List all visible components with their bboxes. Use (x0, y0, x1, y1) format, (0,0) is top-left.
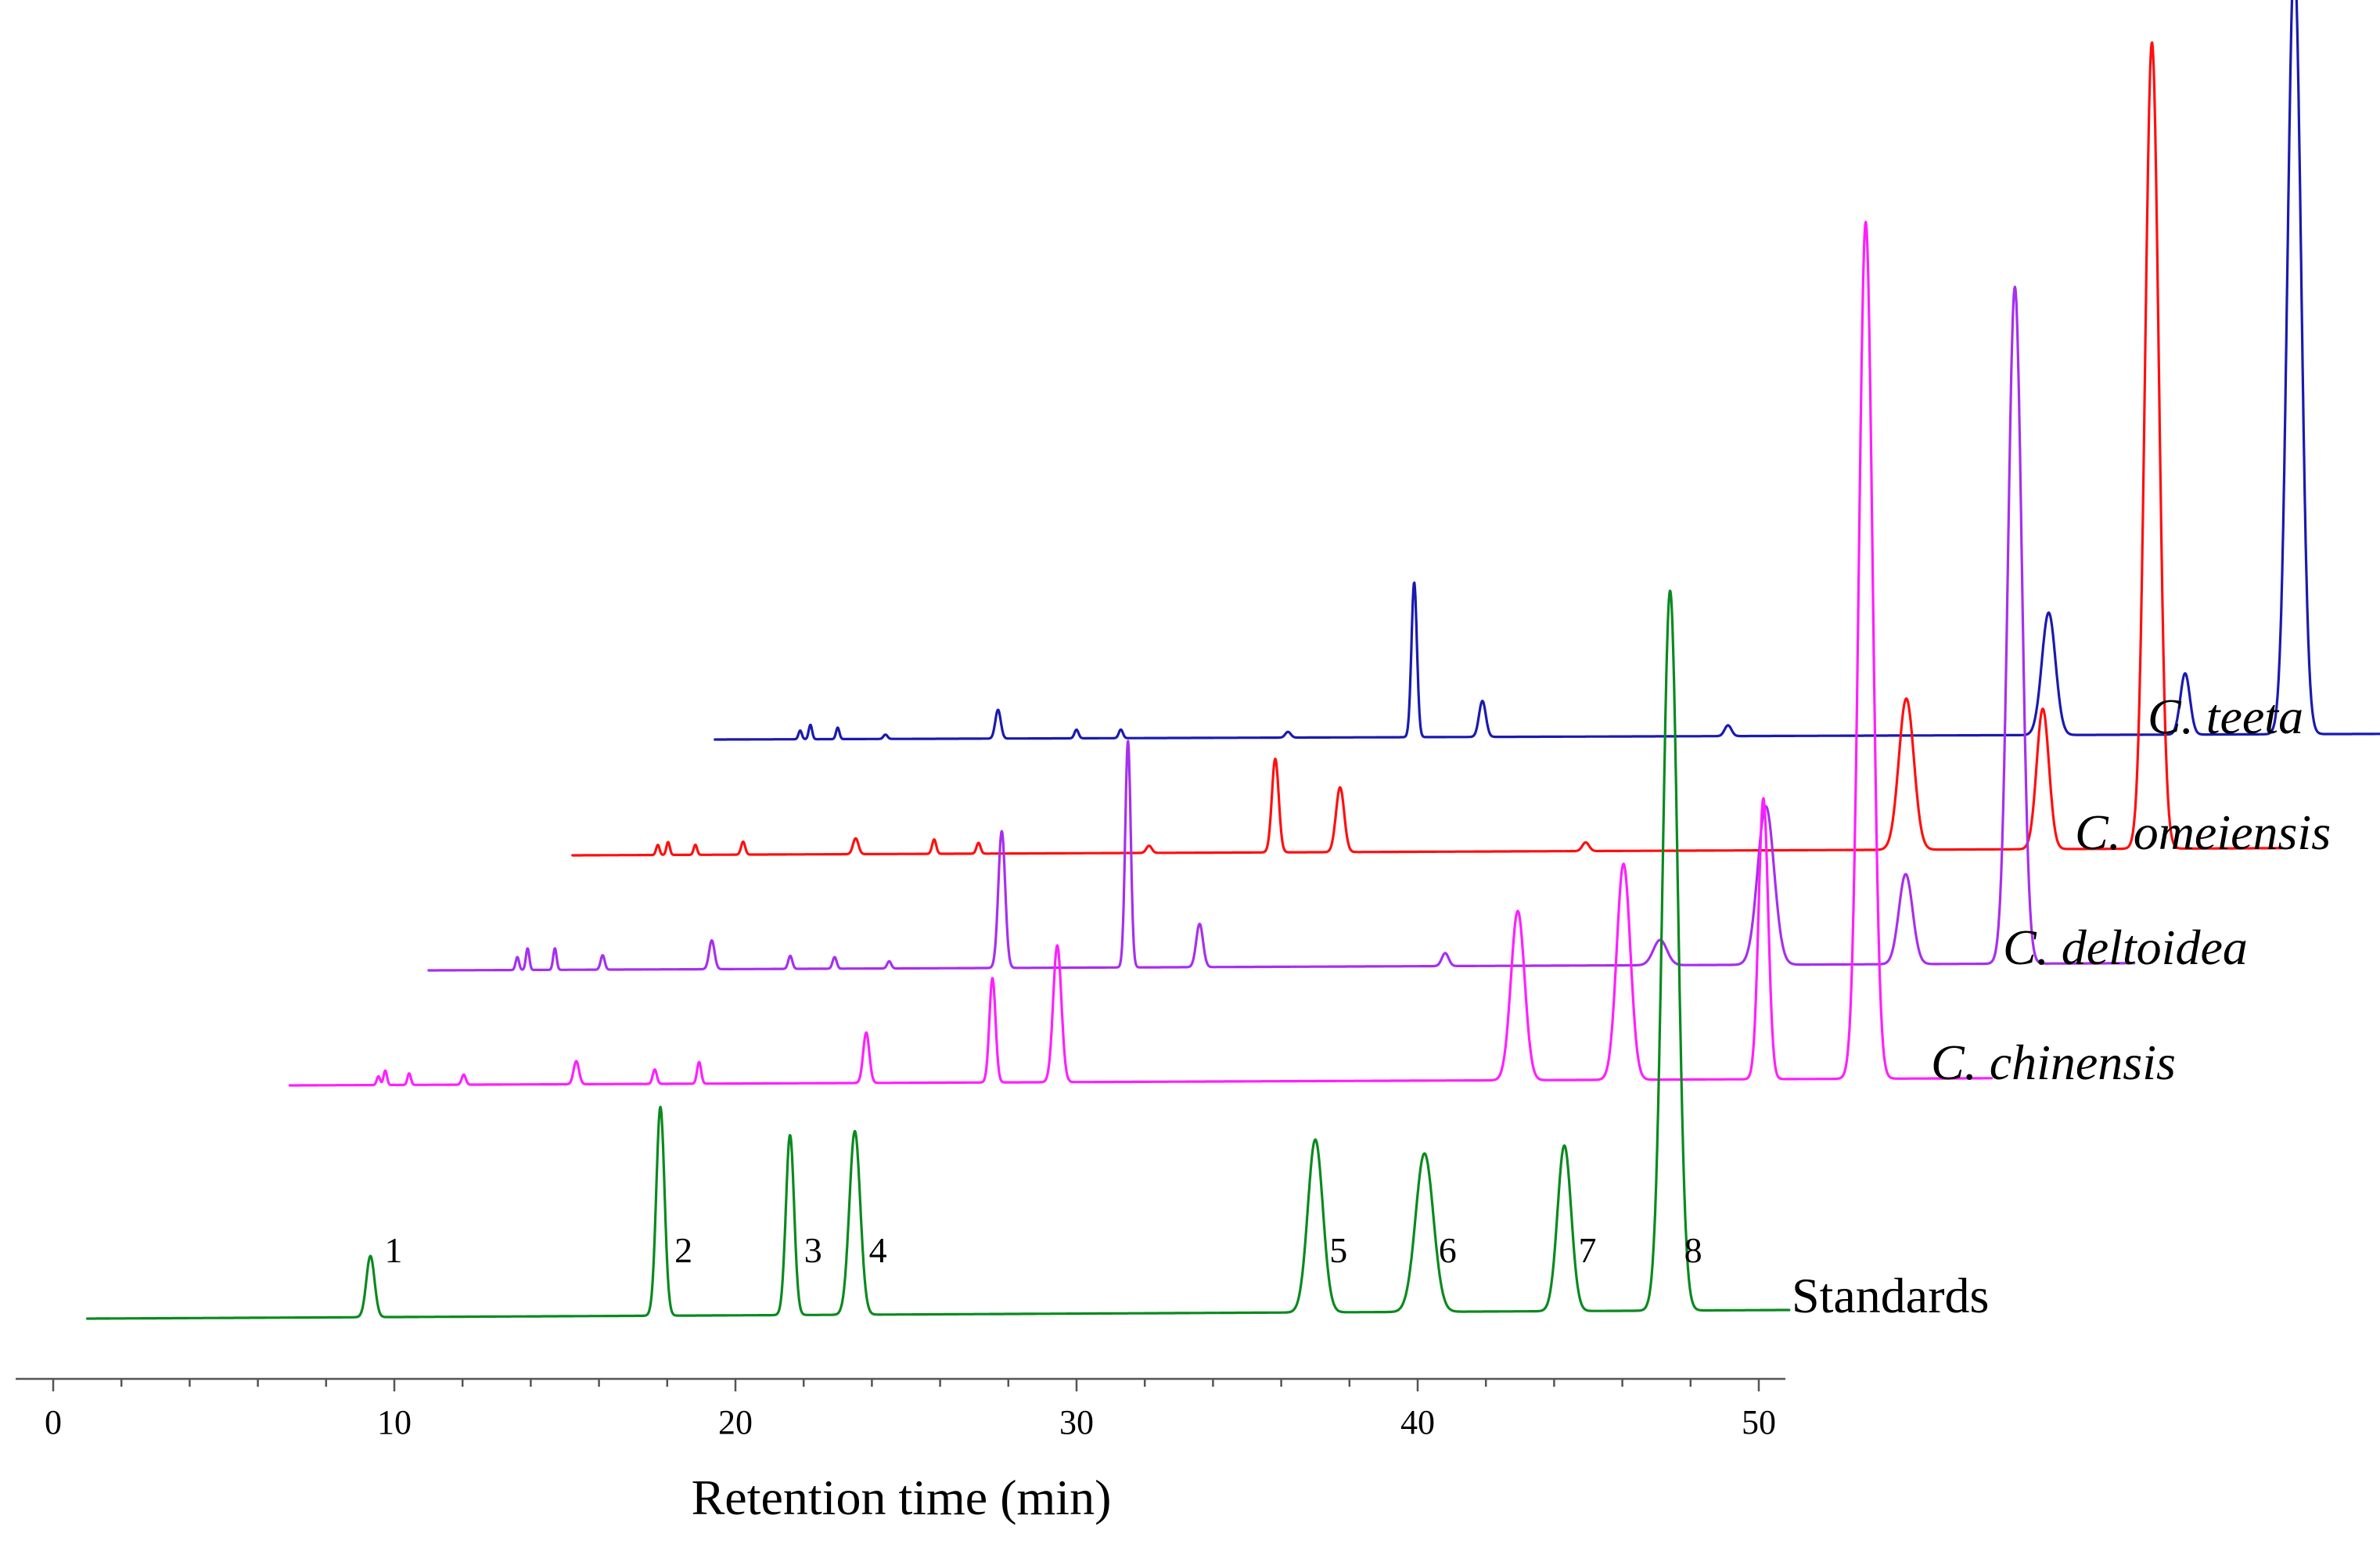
trace-standards (86, 589, 1791, 1320)
peak-number-label: 5 (1329, 1230, 1347, 1270)
x-tick-label: 10 (377, 1403, 412, 1441)
trace-c-teeta (714, 0, 2380, 741)
x-axis: 0 10 20 30 40 50 Retention time (min) (16, 1377, 1785, 1525)
trace-label: C. deltoidea (2003, 920, 2248, 975)
trace-label: C. teeta (2148, 689, 2303, 744)
peak-number-label: 6 (1439, 1230, 1457, 1270)
peak-labels: 1 2 3 4 5 6 7 8 (385, 1230, 1702, 1270)
x-tick-label: 20 (718, 1403, 753, 1441)
trace-label: Standards (1792, 1268, 1989, 1323)
peak-number-label: 1 (385, 1230, 403, 1270)
trace-labels: C. teeta C. omeiensis C. deltoidea C. chine… (1792, 689, 2331, 1323)
x-ticks: 0 10 20 30 40 50 (45, 1379, 1776, 1441)
trace-c-deltoidea (427, 286, 2136, 972)
peak-number-label: 7 (1579, 1230, 1597, 1270)
peak-number-label: 4 (869, 1230, 887, 1270)
chromatogram-traces (86, 0, 2380, 1320)
trace-c-omeiensis (571, 41, 2283, 857)
x-axis-title: Retention time (min) (692, 1470, 1112, 1525)
trace-label: C. omeiensis (2075, 804, 2331, 860)
peak-number-label: 8 (1684, 1230, 1702, 1270)
trace-c-chinensis (288, 221, 1994, 1087)
x-tick-label: 30 (1059, 1403, 1094, 1441)
trace-label: C. chinensis (1931, 1035, 2176, 1090)
x-tick-label: 0 (45, 1403, 62, 1441)
x-tick-label: 40 (1400, 1403, 1435, 1441)
peak-number-label: 2 (674, 1230, 692, 1270)
peak-number-label: 3 (804, 1230, 822, 1270)
x-tick-label: 50 (1742, 1403, 1776, 1441)
